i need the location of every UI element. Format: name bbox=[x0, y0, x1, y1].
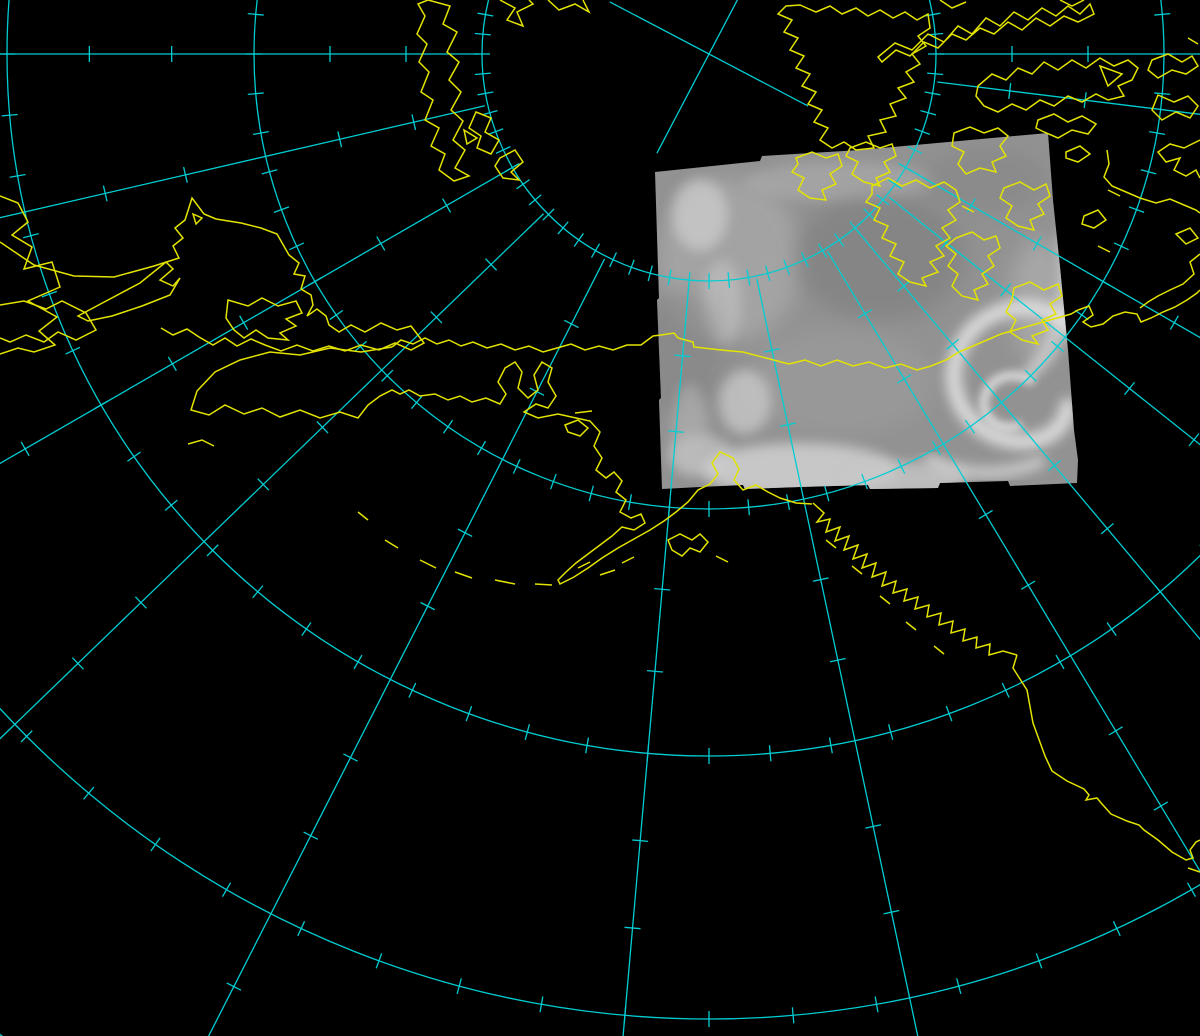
swath-cloud-texture bbox=[655, 148, 1078, 489]
coastline-siberia-chukotka bbox=[0, 196, 426, 352]
coastline-islet-e2 bbox=[1081, 209, 1108, 229]
coastline-islet-dash-1 bbox=[1097, 245, 1111, 253]
coastline-wrangel-island bbox=[416, 0, 471, 182]
coastline-arch-top-edge-bit-2 bbox=[1059, 0, 1085, 7]
coastline-kodiak-dash bbox=[715, 555, 729, 563]
coastline-mackenzie-arctic-coast bbox=[788, 289, 1200, 371]
coastline-arch-island-4 bbox=[1035, 113, 1098, 139]
coastline-siberia-claw bbox=[225, 297, 304, 341]
coastline-alaska-north-coast bbox=[391, 332, 790, 365]
coastline-swath-island-c bbox=[944, 231, 1001, 302]
coastline-aleutian-dash-3 bbox=[419, 559, 437, 569]
coastline-arch-melville-island bbox=[975, 57, 1139, 113]
coastline-panhandle-islet-4 bbox=[905, 621, 917, 631]
coastline-aleutian-dash-1 bbox=[357, 511, 369, 521]
coastline-top-islets-2 bbox=[547, 0, 591, 14]
coastline-siberia-eye-islet bbox=[191, 212, 204, 226]
coastline-arch-top-snake bbox=[876, 2, 1095, 64]
coastline-nunivak-island bbox=[564, 419, 590, 437]
coastline-alaska-west-coast bbox=[190, 346, 813, 586]
coastline-c1-islet-2 bbox=[494, 149, 524, 182]
coastline-aleutian-dash-6 bbox=[534, 583, 553, 586]
coastline-arch-ne-island-2 bbox=[1151, 94, 1199, 121]
coastline-islet-e1 bbox=[1065, 145, 1092, 163]
coastline-right-edge-coast-upper bbox=[1103, 149, 1200, 214]
coastline-peninsula-dash-3 bbox=[621, 556, 635, 564]
coastline-arch-dragon-islands bbox=[776, 4, 931, 151]
coastline-swath-island-1 bbox=[790, 151, 843, 201]
coastline-arch-ne-island-1 bbox=[1147, 53, 1200, 79]
coastline-arch-triangle bbox=[1098, 64, 1124, 88]
coastline-panhandle-islet-2 bbox=[851, 565, 863, 575]
coastline-islet-dash-3 bbox=[1107, 189, 1121, 197]
coastline-c1-islet-1 bbox=[468, 111, 501, 155]
coastline-siberia-ne-coast bbox=[0, 195, 61, 355]
coastline-aleutian-dash-4 bbox=[454, 571, 473, 579]
coastline-panhandle-islet-3 bbox=[879, 595, 891, 605]
coastline-panhandle-islet-1 bbox=[825, 539, 837, 549]
coastline-victoria-island-west bbox=[864, 177, 961, 288]
coastline-panhandle-islet-5 bbox=[933, 645, 945, 655]
coastline-arch-ne-promontory bbox=[1156, 139, 1200, 179]
coastline-alaska-panhandle bbox=[812, 502, 1018, 657]
coastline-bc-coast-dash bbox=[1187, 867, 1200, 873]
coastline-swath-island-2 bbox=[844, 141, 897, 188]
coastline-aleutian-dash-2 bbox=[384, 539, 399, 549]
coastline-swath-island-d bbox=[1005, 281, 1063, 346]
coastline-peninsula-dash-2 bbox=[599, 569, 616, 576]
coastline-layer bbox=[0, 0, 1200, 873]
coastline-st-lawrence-island bbox=[187, 439, 215, 447]
coastline-top-islets-1 bbox=[499, 0, 535, 28]
coastline-arch-dash bbox=[1187, 37, 1199, 45]
coastline-right-edge-coast-lower bbox=[1139, 253, 1200, 309]
coastline-arch-top-edge-bit-1 bbox=[939, 0, 967, 9]
coastline-siberia-spit bbox=[76, 260, 181, 322]
coastline-aleutian-dash-5 bbox=[494, 579, 516, 585]
coastline-yukon-islet-dash bbox=[574, 410, 593, 414]
coastline-kodiak-island bbox=[667, 533, 710, 557]
coastline-peninsula-dash-1 bbox=[577, 561, 591, 569]
coastline-banks-island bbox=[951, 126, 1010, 175]
coastline-islet-dash-2 bbox=[961, 205, 975, 213]
coastline-swath-island-b bbox=[999, 181, 1051, 232]
coastline-c1-islet-3 bbox=[462, 128, 479, 146]
coastline-bc-coast bbox=[1012, 654, 1200, 861]
satellite-swath[interactable] bbox=[638, 133, 1078, 498]
coastline-siberia-sw-coast bbox=[0, 300, 98, 343]
coastline-right-edge-islet bbox=[1174, 227, 1200, 245]
